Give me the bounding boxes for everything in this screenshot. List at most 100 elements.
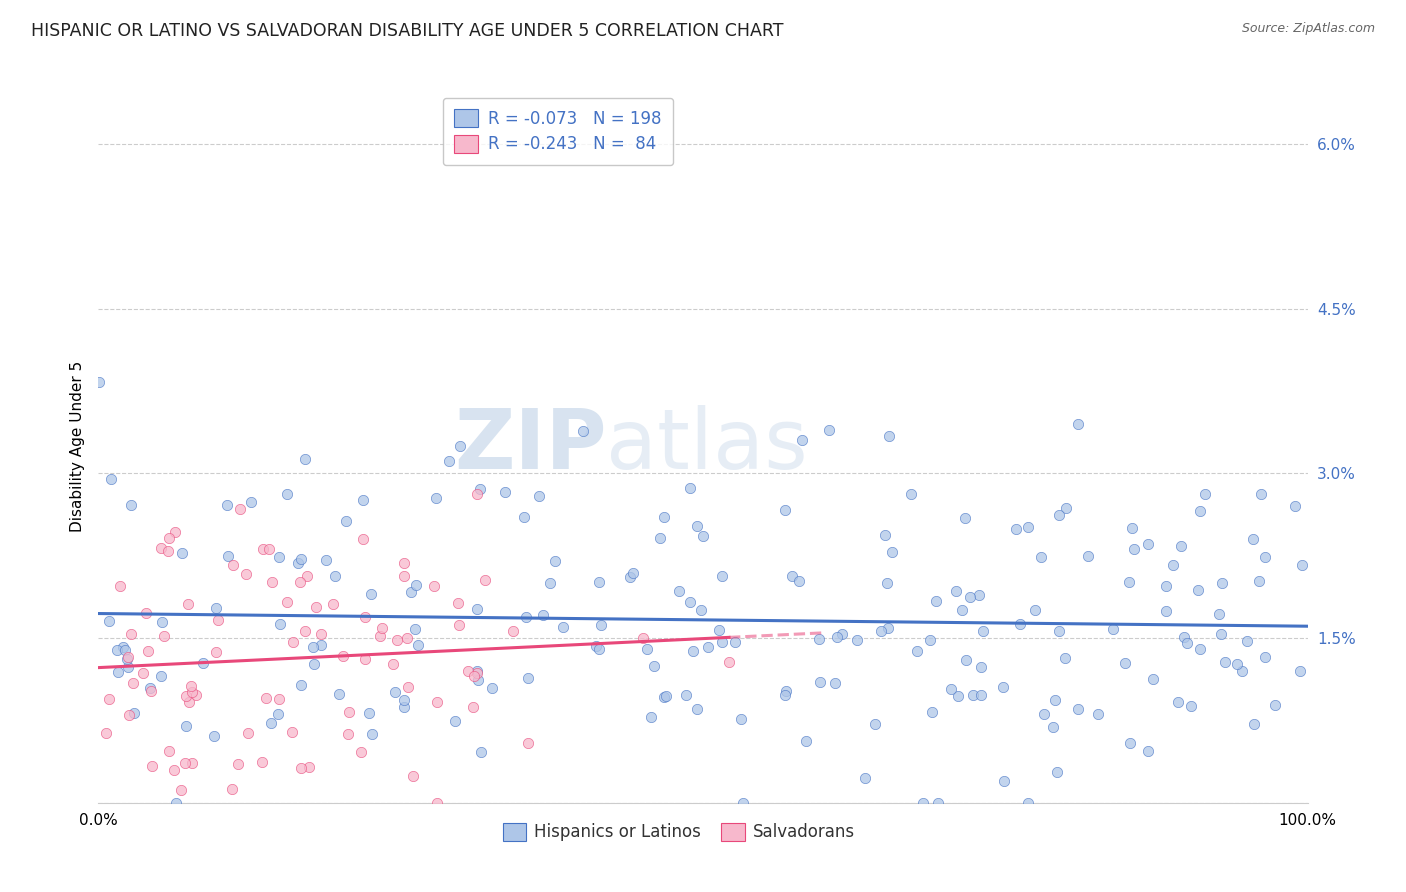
Point: [392, 568, 415, 582]
Point: [361, 726, 384, 740]
Point: [1180, 698, 1202, 713]
Point: [679, 481, 702, 495]
Point: [117, 650, 139, 665]
Point: [405, 578, 427, 592]
Point: [252, 755, 274, 769]
Point: [228, 502, 250, 516]
Point: [991, 680, 1014, 694]
Point: [470, 745, 492, 759]
Point: [1008, 616, 1031, 631]
Point: [114, 642, 136, 657]
Point: [191, 657, 214, 671]
Point: [512, 510, 534, 524]
Point: [970, 688, 993, 702]
Point: [652, 690, 675, 704]
Point: [226, 756, 249, 771]
Point: [235, 567, 257, 582]
Point: [853, 771, 876, 785]
Point: [186, 688, 208, 702]
Point: [515, 610, 537, 624]
Point: [817, 423, 839, 437]
Point: [1087, 706, 1109, 721]
Point: [1161, 558, 1184, 572]
Y-axis label: Disability Age Under 5: Disability Age Under 5: [69, 360, 84, 532]
Point: [443, 714, 465, 728]
Point: [337, 727, 360, 741]
Point: [112, 640, 135, 654]
Point: [281, 635, 304, 649]
Point: [516, 736, 538, 750]
Point: [426, 695, 449, 709]
Point: [481, 681, 503, 695]
Point: [1154, 579, 1177, 593]
Point: [322, 597, 344, 611]
Point: [531, 607, 554, 622]
Point: [1046, 764, 1069, 779]
Legend: Hispanics or Latinos, Salvadorans: Hispanics or Latinos, Salvadorans: [496, 816, 862, 848]
Point: [1170, 539, 1192, 553]
Text: Source: ZipAtlas.com: Source: ZipAtlas.com: [1241, 22, 1375, 36]
Point: [467, 673, 489, 688]
Point: [780, 568, 803, 582]
Point: [1208, 607, 1230, 621]
Point: [353, 652, 375, 666]
Point: [461, 700, 484, 714]
Point: [357, 706, 380, 721]
Point: [132, 665, 155, 680]
Point: [157, 744, 180, 758]
Point: [1054, 500, 1077, 515]
Point: [406, 638, 429, 652]
Point: [967, 588, 990, 602]
Point: [301, 640, 323, 654]
Point: [163, 524, 186, 539]
Point: [207, 613, 229, 627]
Point: [808, 674, 831, 689]
Point: [585, 639, 607, 653]
Point: [290, 761, 312, 775]
Point: [962, 688, 984, 702]
Point: [1042, 720, 1064, 734]
Point: [1291, 558, 1313, 572]
Point: [204, 730, 226, 744]
Point: [350, 745, 373, 759]
Point: [588, 574, 610, 589]
Point: [718, 656, 741, 670]
Point: [654, 689, 676, 703]
Point: [100, 472, 122, 486]
Point: [280, 724, 302, 739]
Point: [877, 621, 900, 635]
Point: [1230, 664, 1253, 678]
Point: [1136, 536, 1159, 550]
Point: [1247, 574, 1270, 588]
Point: [174, 756, 197, 770]
Point: [465, 487, 488, 501]
Point: [619, 570, 641, 584]
Point: [139, 681, 162, 696]
Point: [120, 499, 142, 513]
Point: [298, 760, 321, 774]
Point: [993, 773, 1015, 788]
Point: [686, 701, 709, 715]
Point: [399, 584, 422, 599]
Point: [150, 615, 173, 629]
Point: [959, 591, 981, 605]
Point: [1289, 664, 1312, 678]
Point: [426, 796, 449, 810]
Point: [120, 626, 142, 640]
Point: [1123, 541, 1146, 556]
Point: [707, 623, 730, 637]
Point: [950, 603, 973, 617]
Point: [141, 683, 163, 698]
Text: HISPANIC OR LATINO VS SALVADORAN DISABILITY AGE UNDER 5 CORRELATION CHART: HISPANIC OR LATINO VS SALVADORAN DISABIL…: [31, 22, 783, 40]
Point: [955, 652, 977, 666]
Point: [384, 685, 406, 699]
Point: [360, 587, 382, 601]
Point: [882, 545, 904, 559]
Point: [790, 434, 813, 448]
Point: [239, 494, 262, 508]
Point: [392, 692, 415, 706]
Point: [945, 584, 967, 599]
Point: [449, 438, 471, 452]
Point: [267, 692, 290, 706]
Point: [371, 622, 394, 636]
